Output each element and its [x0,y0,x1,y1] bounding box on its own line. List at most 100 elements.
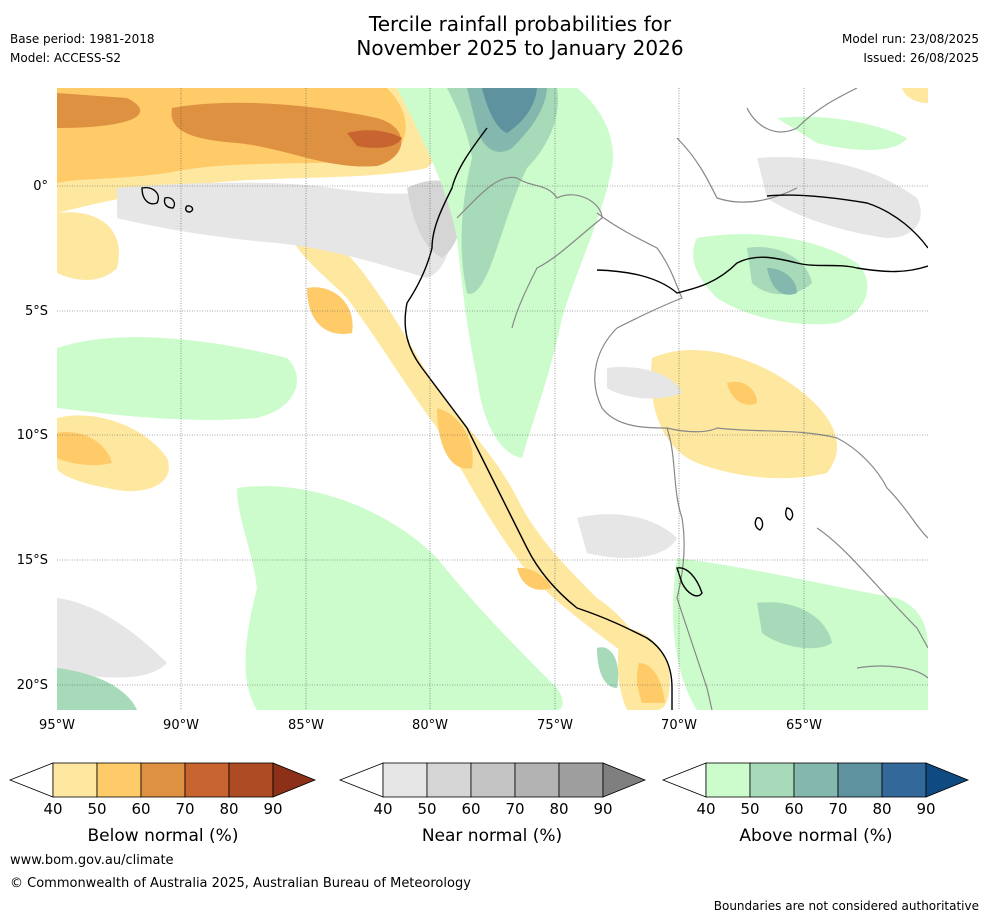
lon-label-85w: 85°W [288,718,324,733]
disclaimer-label: Boundaries are not considered authoritat… [713,899,979,913]
colorbar-extension-high [602,762,647,798]
colorbar-segment [514,762,560,798]
model-label: Model: ACCESS-S2 [10,51,122,65]
colorbar-tick-label: 50 [740,800,760,818]
above-normal-andean-core [447,88,558,294]
colorbar-segment [96,762,142,798]
colorbar-segment [52,762,98,798]
colorbar-tick-label: 70 [828,800,848,818]
colorbar-below-normal-ticks: 40 50 60 70 80 90 [0,800,330,820]
copyright-label: © Commonwealth of Australia 2025, Austra… [10,876,471,891]
colorbar-above-normal [661,762,970,798]
lon-label-90w: 90°W [163,718,199,733]
issued-label: Issued: 26/08/2025 [863,51,979,65]
colorbar-tick-label: 40 [373,800,393,818]
title-line-1: Tercile rainfall probabilities for [368,12,672,36]
colorbar-tick-label: 40 [43,800,63,818]
colorbar-near-normal-title: Near normal (%) [421,826,563,846]
near-normal-east-patch [757,157,921,238]
lon-label-80w: 80°W [412,718,448,733]
base-period-label: Base period: 1981-2018 [10,32,155,46]
chart-title: Tercile rainfall probabilities for Novem… [0,12,988,60]
amazon-river [596,256,928,294]
colorbar-tick-label: 60 [131,800,151,818]
bolivia-paraguay-border [816,527,928,649]
lat-label-20s: 20°S [16,678,48,693]
colorbar-segment [881,762,927,798]
above-normal-southwest-strip [57,668,137,710]
near-normal-equatorial-band [117,182,452,278]
below-normal-southwest-core [57,432,112,466]
below-normal-coastal-band [287,218,657,678]
colorbar-tick-label: 80 [872,800,892,818]
colorbar-segment [184,762,230,798]
above-normal-regions [57,88,928,710]
colorbar-extension-low [8,762,54,798]
near-normal-southwest-patch [57,598,167,678]
country-boundaries [456,88,928,710]
colorbar-extension-low [661,762,707,798]
colorbar-tick-label: 60 [784,800,804,818]
ecuador-peru-border [456,176,603,329]
bolivia-lakes [754,507,794,531]
colorbar-above-normal-title: Above normal (%) [739,826,893,846]
colombia-brazil-border [596,212,683,329]
colorbar-segment [470,762,516,798]
below-normal-west-band [57,212,119,280]
upper-rivers [766,194,928,249]
above-normal-west-band [57,337,297,420]
colorbar-below-normal [8,762,317,798]
colorbar-segment [558,762,604,798]
colorbar-tick-label: 80 [219,800,239,818]
colorbar-tick-label: 90 [263,800,283,818]
colorbar-segment [426,762,472,798]
below-normal-southwest-band [57,415,169,492]
lake-titicaca [676,567,703,597]
colorbar-segment [228,762,274,798]
colorbar-segment [749,762,795,798]
graticule [57,88,928,710]
colorbar-extension-low [338,762,384,798]
colorbar-below-normal-title: Below normal (%) [87,826,239,846]
lon-label-65w: 65°W [786,718,822,733]
colorbar-tick-label: 70 [505,800,525,818]
above-normal-andean-peak [482,88,537,133]
below-normal-south-core [636,663,665,703]
colorbar-tick-label: 50 [87,800,107,818]
colorbar-near-normal [338,762,647,798]
title-line-2: November 2025 to January 2026 [356,36,684,60]
lat-label-0: 0° [33,179,48,194]
near-normal-mid-patch [607,367,682,399]
pacific-coastline [404,127,673,710]
colorbar-segment [793,762,839,798]
below-normal-regions [57,88,928,710]
colorbar-tick-label: 60 [461,800,481,818]
colorbar-extension-high [925,762,970,798]
galapagos-islands [141,186,194,213]
model-run-label: Model run: 23/08/2025 [841,32,979,46]
colorbar-above-normal-ticks: 40 50 60 70 80 90 [653,800,983,820]
lon-label-95w: 95°W [39,718,75,733]
above-normal-northeast-patch [777,116,907,150]
bolivia-brazil-border [716,427,928,539]
lat-label-15s: 15°S [16,553,48,568]
colorbar-segment [382,762,428,798]
colorbar-tick-label: 50 [417,800,437,818]
colorbar-tick-label: 90 [916,800,936,818]
coastline [141,127,928,710]
bolivia-chile-border [676,597,713,710]
colorbar-tick-label: 70 [175,800,195,818]
near-normal-south-patch [577,514,677,558]
brazil-argentina-border [856,665,928,679]
above-normal-andean-band [397,88,613,458]
above-normal-southwest-band [237,486,563,710]
below-normal-northeast-corner [902,88,928,103]
below-normal-north-peak [347,130,402,148]
website-label: www.bom.gov.au/climate [10,853,174,868]
colorbar-tick-label: 40 [696,800,716,818]
lat-label-5s: 5°S [24,304,48,319]
below-normal-north-strong [57,93,402,167]
colorbar-extension-high [272,762,317,798]
colorbar-tick-label: 80 [549,800,569,818]
colombia-venezuela-border [676,137,798,203]
